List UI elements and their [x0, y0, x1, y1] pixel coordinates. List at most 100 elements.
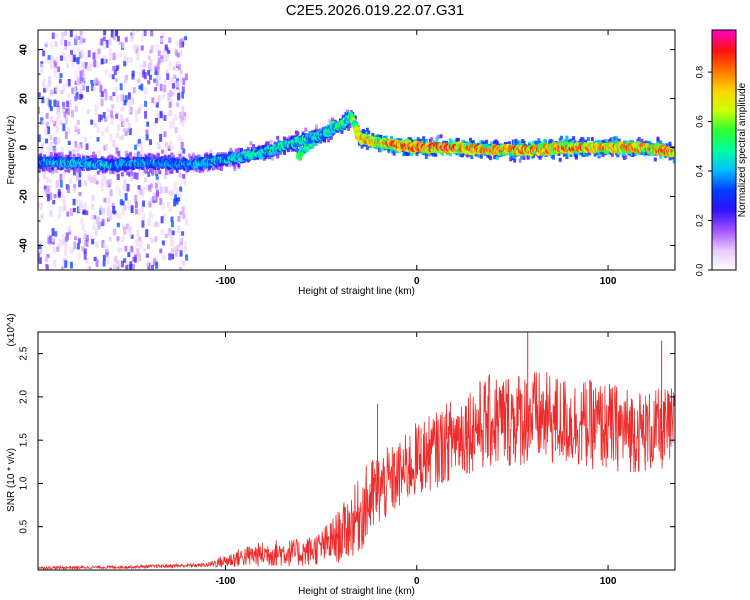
heatmap-cell	[51, 119, 55, 125]
heatmap-cell	[180, 212, 184, 219]
heatmap-cell	[85, 210, 89, 216]
heatmap-cell	[173, 80, 177, 88]
heatmap-cell	[131, 30, 135, 36]
heatmap-cell	[85, 234, 89, 242]
heatmap-cell	[519, 142, 523, 147]
heatmap-cell	[150, 45, 154, 53]
heatmap-cell	[179, 42, 183, 48]
heatmap-cell	[128, 226, 132, 232]
heatmap-cell	[294, 148, 298, 153]
heatmap-cell	[58, 213, 62, 219]
heatmap-cell	[83, 136, 87, 142]
heatmap-cell	[69, 99, 73, 108]
heatmap-cell	[179, 69, 183, 75]
heatmap-cell	[148, 139, 152, 145]
heatmap-cell	[180, 138, 184, 145]
heatmap-cell	[47, 76, 51, 84]
heatmap-cell	[136, 52, 140, 59]
heatmap-cell	[45, 87, 49, 93]
heatmap-cell	[56, 125, 60, 134]
heatmap-cell	[145, 129, 149, 135]
heatmap-cell	[64, 131, 68, 139]
heatmap-cell	[151, 97, 155, 103]
heatmap-cell	[131, 70, 135, 77]
heatmap-cell	[182, 115, 186, 122]
heatmap-cell	[365, 146, 369, 151]
heatmap-cell	[38, 257, 42, 264]
heatmap-cell	[39, 240, 43, 246]
heatmap-cell	[56, 100, 60, 108]
heatmap-cell	[171, 117, 175, 123]
heatmap-cell	[171, 121, 175, 129]
heatmap-cell	[86, 109, 90, 114]
heatmap-cell	[109, 95, 113, 101]
heatmap-cell	[57, 137, 61, 144]
heatmap-cell	[78, 179, 82, 188]
heatmap-cell	[104, 167, 108, 172]
heatmap-cell	[205, 152, 209, 157]
heatmap-cell	[246, 147, 250, 152]
heatmap-cell	[38, 92, 41, 98]
heatmap-cell	[80, 204, 84, 211]
heatmap-cell	[115, 95, 119, 103]
heatmap-cell	[106, 205, 110, 212]
heatmap-cell	[74, 105, 78, 112]
heatmap-cell	[191, 152, 195, 157]
heatmap-cell	[62, 52, 66, 61]
heatmap-cell	[144, 169, 148, 174]
heatmap-cell	[616, 153, 620, 158]
heatmap-cell	[100, 38, 104, 46]
heatmap-cell	[64, 236, 68, 242]
heatmap-cell	[155, 71, 159, 79]
heatmap-cell	[38, 167, 41, 172]
heatmap-cell	[167, 49, 171, 55]
heatmap-cell	[115, 133, 119, 139]
heatmap-cell	[117, 259, 121, 266]
heatmap-cell	[94, 104, 98, 111]
heatmap-cell	[136, 229, 140, 237]
heatmap-cell	[39, 147, 43, 155]
heatmap-cell	[63, 249, 67, 257]
heatmap-cell	[58, 206, 62, 213]
heatmap-cell	[159, 111, 163, 119]
heatmap-cell	[52, 150, 56, 155]
heatmap-cell	[495, 140, 499, 145]
heatmap-cell	[168, 90, 172, 98]
heatmap-cell	[590, 137, 594, 142]
heatmap-cell	[157, 112, 161, 121]
heatmap-cell	[47, 185, 51, 192]
heatmap-cell	[40, 63, 44, 69]
heatmap-cell	[173, 194, 177, 202]
heatmap-cell	[65, 232, 69, 241]
heatmap-cell	[179, 117, 183, 125]
heatmap-cell	[83, 251, 87, 260]
heatmap-cell	[47, 126, 51, 135]
heatmap-cell	[120, 172, 124, 177]
heatmap-cell	[159, 133, 163, 142]
heatmap-cell	[62, 101, 66, 110]
heatmap-cell	[70, 109, 74, 118]
heatmap-cell	[115, 147, 119, 154]
heatmap-cell	[94, 228, 98, 236]
heatmap-cell	[179, 250, 183, 257]
heatmap-cell	[91, 203, 95, 210]
heatmap-cell	[234, 148, 238, 153]
heatmap-cell	[179, 186, 183, 192]
heatmap-cell	[165, 69, 169, 75]
heatmap-cell	[574, 150, 578, 155]
heatmap-cell	[134, 201, 138, 208]
heatmap-cell	[565, 152, 569, 157]
heatmap-cell	[100, 91, 104, 98]
heatmap-cell	[161, 32, 165, 40]
heatmap-cell	[513, 158, 517, 163]
heatmap-cell	[127, 252, 131, 258]
heatmap-cell	[166, 201, 170, 208]
heatmap-cell	[102, 36, 106, 42]
heatmap-cell	[143, 177, 147, 183]
heatmap-cell	[119, 94, 123, 101]
heatmap-cell	[187, 153, 191, 158]
heatmap-cell	[50, 89, 54, 96]
heatmap-cell	[136, 248, 140, 256]
heatmap-cell	[51, 170, 55, 175]
heatmap-cell	[124, 75, 128, 84]
